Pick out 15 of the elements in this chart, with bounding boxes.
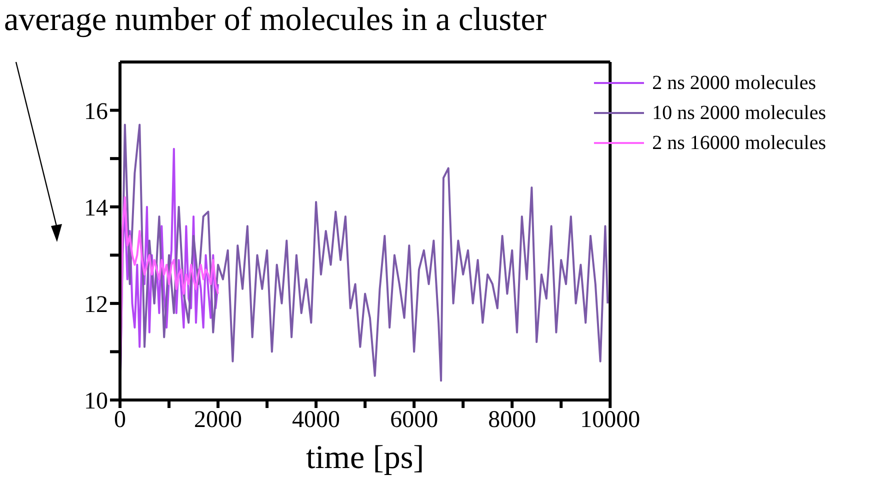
x-tick-label: 0 (114, 407, 126, 434)
y-axis-title: average number of molecules in a cluster (4, 2, 546, 39)
y-tick-label: 12 (84, 292, 108, 318)
legend-label: 2 ns 2000 molecules (652, 72, 816, 94)
x-tick-label: 2000 (194, 407, 242, 434)
y-tick-label: 10 (84, 388, 108, 415)
x-axis-title: time [ps] (306, 440, 424, 476)
x-tick-label: 6000 (390, 407, 438, 434)
legend-label: 10 ns 2000 molecules (652, 102, 826, 124)
legend-label: 2 ns 16000 molecules (652, 132, 826, 154)
x-tick-label: 4000 (292, 407, 340, 434)
x-tick-label: 10000 (580, 407, 640, 434)
y-tick-label: 14 (84, 195, 108, 222)
x-tick-label: 8000 (488, 407, 536, 434)
y-tick-label: 16 (84, 98, 108, 125)
